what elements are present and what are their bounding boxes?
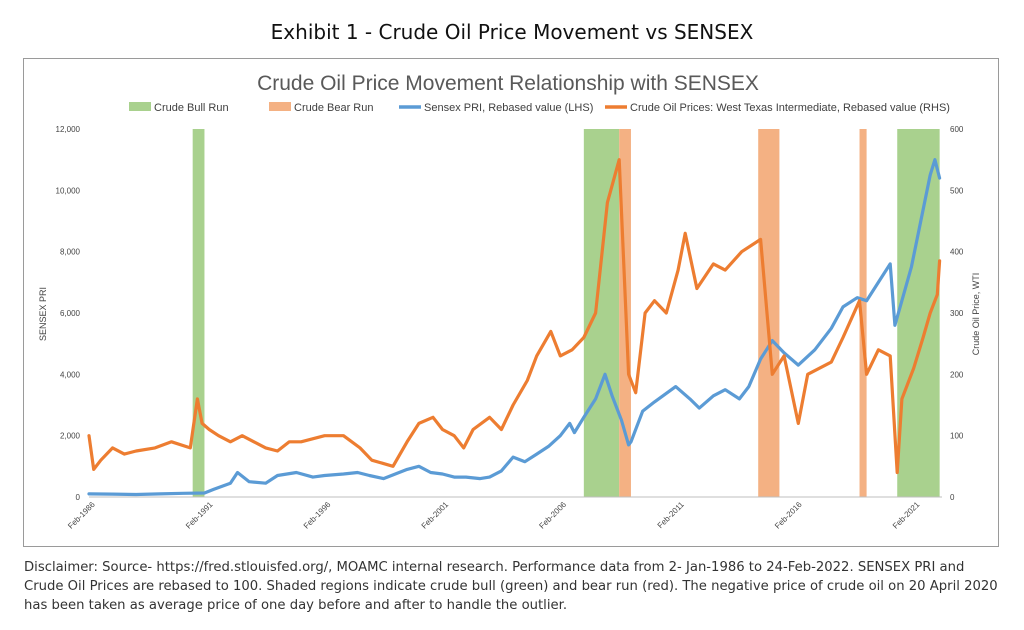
bull-run-region <box>897 129 940 497</box>
legend-swatch-bull <box>129 102 151 111</box>
legend-label-bull: Crude Bull Run <box>154 102 229 114</box>
y-tick-label-right: 200 <box>950 370 964 379</box>
x-tick-label: Feb-2006 <box>537 500 568 531</box>
bear-run-region <box>758 129 780 497</box>
x-tick-label: Feb-1986 <box>66 500 97 531</box>
y-tick-label-right: 0 <box>950 493 955 502</box>
crude-series-line <box>87 158 942 475</box>
legend-label-sensex: Sensex PRI, Rebased value (LHS) <box>424 102 593 114</box>
legend-label-crude: Crude Oil Prices: West Texas Intermediat… <box>630 102 950 114</box>
y-axis-label-left: SENSEX PRI <box>38 287 48 341</box>
axes: 0 2,000 4,000 6,000 8,000 10,000 12,000 0 100 200… <box>56 125 964 531</box>
x-tick-label: Feb-1991 <box>184 500 215 531</box>
bull-run-region <box>192 129 205 497</box>
y-tick-label-right: 400 <box>950 248 964 257</box>
bear-run-region <box>859 129 867 497</box>
x-tick-label: Feb-2011 <box>656 500 687 531</box>
y-tick-label-left: 0 <box>76 493 81 502</box>
sensex-series-line <box>87 158 942 497</box>
y-tick-label-left: 8,000 <box>60 248 81 257</box>
x-tick-label: Feb-2001 <box>420 500 451 531</box>
y-tick-label-right: 600 <box>950 125 964 134</box>
y-tick-label-left: 2,000 <box>60 432 81 441</box>
y-tick-label-right: 100 <box>950 432 964 441</box>
exhibit-title: Exhibit 1 - Crude Oil Price Movement vs … <box>270 20 754 44</box>
x-tick-label: Feb-2021 <box>891 500 922 531</box>
y-tick-label-right: 300 <box>950 309 964 318</box>
legend-label-bear: Crude Bear Run <box>294 102 374 114</box>
series-lines <box>87 158 942 497</box>
y-tick-label-left: 6,000 <box>60 309 81 318</box>
crude-vs-sensex-chart: Crude Oil Price Movement Relationship wi… <box>38 72 981 531</box>
y-tick-label-left: 12,000 <box>56 125 81 134</box>
disclaimer-text: Disclaimer: Source- https://fred.stlouis… <box>24 560 998 613</box>
chart-container: Crude Oil Price Movement Relationship wi… <box>23 58 999 547</box>
chart-title: Crude Oil Price Movement Relationship wi… <box>257 72 759 95</box>
y-tick-label-left: 10,000 <box>56 186 81 195</box>
x-tick-label: Feb-1996 <box>302 500 333 531</box>
legend-swatch-bear <box>269 102 291 111</box>
x-tick-label: Feb-2016 <box>773 500 804 531</box>
legend: Crude Bull Run Crude Bear Run Sensex PRI, … <box>129 102 950 114</box>
y-axis-label-right: Crude Oil Price, WTI <box>971 273 981 356</box>
bull-run-region <box>583 129 620 497</box>
y-tick-label-right: 500 <box>950 186 964 195</box>
y-tick-label-left: 4,000 <box>60 370 81 379</box>
